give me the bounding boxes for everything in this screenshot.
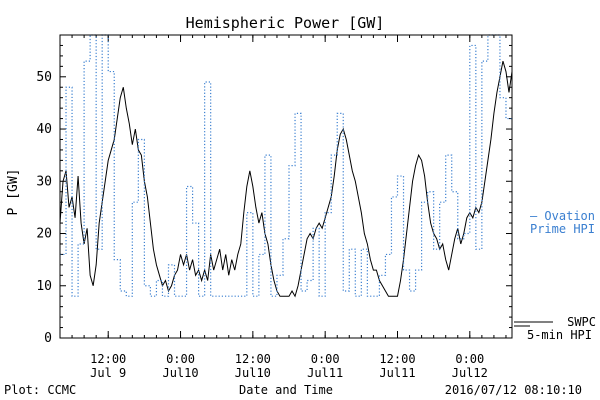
y-axis-label: P [GW] bbox=[6, 169, 21, 216]
x-tick-label-time: 0:00 bbox=[311, 352, 340, 366]
y-tick-label: 50 bbox=[36, 70, 52, 85]
x-tick-label-date: Jul11 bbox=[379, 366, 415, 380]
legend-ovation-line1: – Ovation bbox=[530, 209, 595, 223]
x-tick-label-date: Jul12 bbox=[452, 366, 488, 380]
footer-plot-credit: Plot: CCMC bbox=[4, 383, 76, 397]
series-ovation-prime-hpi bbox=[60, 34, 512, 297]
legend-swpc-line1: SWPC bbox=[567, 315, 596, 329]
legend-ovation-line2: Prime HPI bbox=[530, 222, 595, 236]
x-tick-label-time: 0:00 bbox=[455, 352, 484, 366]
x-tick-label-date: Jul11 bbox=[307, 366, 343, 380]
chart-title: Hemispheric Power [GW] bbox=[186, 14, 385, 32]
y-tick-label: 20 bbox=[36, 227, 52, 242]
x-tick-label-date: Jul 9 bbox=[90, 366, 126, 380]
x-tick-label-time: 12:00 bbox=[235, 352, 271, 366]
x-axis-label: Date and Time bbox=[239, 383, 333, 397]
x-tick-label-time: 0:00 bbox=[166, 352, 195, 366]
x-tick-label-time: 12:00 bbox=[379, 352, 415, 366]
y-tick-label: 10 bbox=[36, 279, 52, 294]
series-group bbox=[59, 34, 513, 298]
y-axis: 0 10 20 30 40 50 bbox=[36, 34, 512, 346]
y-tick-label: 30 bbox=[36, 174, 52, 189]
x-tick-label-time: 12:00 bbox=[90, 352, 126, 366]
y-tick-label: 40 bbox=[36, 122, 52, 137]
series-swpc-hpi bbox=[59, 60, 513, 298]
y-tick-label: 0 bbox=[44, 331, 52, 346]
legend-swpc-line2: 5-min HPI bbox=[527, 328, 592, 342]
plot-frame bbox=[59, 34, 513, 339]
footer-timestamp: 2016/07/12 08:10:10 bbox=[445, 383, 582, 397]
x-tick-label-date: Jul10 bbox=[235, 366, 271, 380]
x-tick-label-date: Jul10 bbox=[162, 366, 198, 380]
